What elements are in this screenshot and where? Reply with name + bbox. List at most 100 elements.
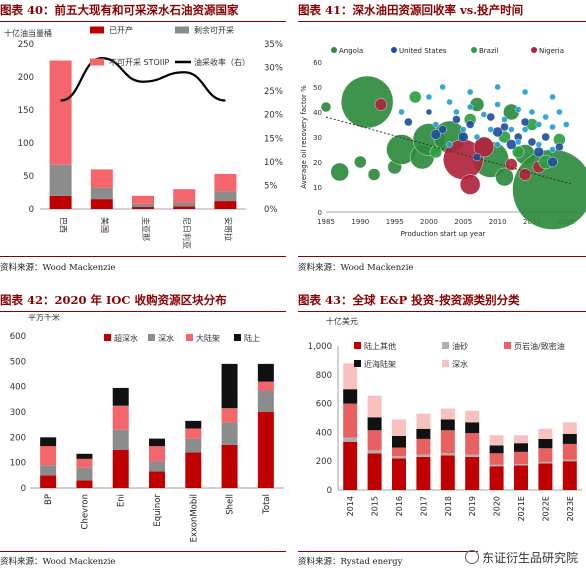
scatter-point [549,93,556,101]
x-tick-label: 2018 [444,496,453,516]
bar-segment [367,395,382,418]
y-tick-label: 200 [316,457,332,467]
bar-segment [489,464,504,467]
x-tick-label: 1990 [351,218,369,226]
scatter-point [521,88,529,96]
scatter-point [453,108,460,116]
line-series-recovery [60,57,226,102]
bar-segment [514,464,528,466]
y-axis-label: Average oil recovery factor % [300,85,308,189]
x-tick-label: 2022E [541,496,550,521]
y-tick-label: 0 [327,486,332,496]
scatter-point [494,141,501,148]
bar-segment [514,451,528,465]
bar-segment [132,203,154,208]
bar-segment [257,390,274,412]
legend-swatch [354,342,361,349]
y-tick-label: 500 [10,357,26,367]
y2-tick-label: 0% [264,205,278,215]
y-tick-label: 100 [18,139,34,149]
y2-tick-label: 20% [264,111,283,121]
y-axis-label: 平方千米 [28,314,60,322]
y-tick-label: 400 [316,428,332,438]
title-rule [0,21,286,22]
scatter-point [533,146,545,158]
scatter-point [480,111,488,118]
scatter-point [446,141,453,148]
legend-label: Brazil [479,47,499,55]
bar-segment [392,436,406,448]
bar-segment [367,430,382,451]
legend-swatch [186,334,193,341]
bar-segment [440,408,455,420]
scatter-point [473,136,495,158]
bar-segment [416,413,431,429]
bar-segment [49,60,72,165]
bar-segment [257,363,274,382]
legend-label: 已开产 [109,25,133,35]
legend-swatch [354,360,361,367]
legend-label: 陆上其他 [364,341,396,351]
y-tick-label: 40 [313,109,322,117]
legend-label: 近海陆架 [364,359,396,369]
bar-segment [343,389,358,404]
scatter-point [432,121,440,128]
scatter-point [494,101,501,108]
scatter-point [535,121,543,128]
bar-segment [440,430,455,454]
x-tick-label: ExxonMobil [189,494,199,542]
chart-title: 图表 42：2020 年 IOC 收购资源区块分布 [0,293,227,307]
scatter-point [505,158,518,171]
bar-segment [90,187,113,200]
bar-segment [221,408,238,423]
y-tick-label: 50 [313,84,322,92]
x-tick-label: 2010 [489,218,507,226]
legend-label: 深水 [158,333,174,343]
legend-swatch [331,47,337,53]
legend-swatch [531,47,537,53]
bar-segment [185,452,202,488]
scatter-point [465,120,475,129]
x-tick-label: 巴西 [59,217,68,233]
watermark-text: 东证衍生品研究院 [481,551,578,565]
scatter-point [556,108,563,116]
x-tick-label: 2014 [346,496,355,516]
scatter-point [439,83,446,91]
bar-segment [214,191,237,202]
x-tick-label: 2016 [395,496,404,516]
scatter-point [458,131,469,143]
scatter-point [494,83,501,91]
source-rule [298,256,586,257]
bar-segment [214,201,237,209]
bar-segment [416,456,431,490]
bar-segment [40,446,57,466]
chart-43-svg: 十亿美元 0 200 400 600 800 1,000 2014 2015 2016 2017 20… [308,316,582,521]
bar-segment [465,422,480,434]
bar-segment [392,419,406,436]
chart-title: 图表 43：全球 E&P 投资-按资源类别分类 [298,293,520,307]
legend-swatch [391,47,397,53]
chart-40-svg: 十亿油当量桶 0 50 100 150 200 250 0% 5% 10% 15% 20% 25% 30%… [4,25,283,249]
scatter-point [515,138,522,146]
y-tick-label: 30 [313,134,322,142]
scatter-point [501,116,508,123]
y-axis-label: 十亿美元 [326,316,358,326]
y2-tick-label: 15% [264,134,283,144]
bar-segment [465,433,480,455]
x-tick-label: Total [262,494,272,515]
y-tick-label: 20 [313,159,322,167]
legend-swatch [442,360,449,367]
wechat-icon [464,550,479,564]
y-axis-label: 十亿油当量桶 [4,28,52,38]
legend-label: 陆上 [244,333,260,343]
bar-segment [185,428,202,439]
scatter-point [438,125,447,134]
trendline [325,116,574,185]
bar-segment [343,437,358,442]
legend-label: 油砂 [452,341,468,351]
bar-segment [343,363,358,390]
y-tick-label: 60 [313,59,322,67]
scatter-point [508,126,515,133]
panel-chart-41: 图表 41：深水油田资源回收率 vs.投产时间 0 10 20 30 40 50 60 198… [298,0,586,280]
scatter-point [486,112,495,122]
